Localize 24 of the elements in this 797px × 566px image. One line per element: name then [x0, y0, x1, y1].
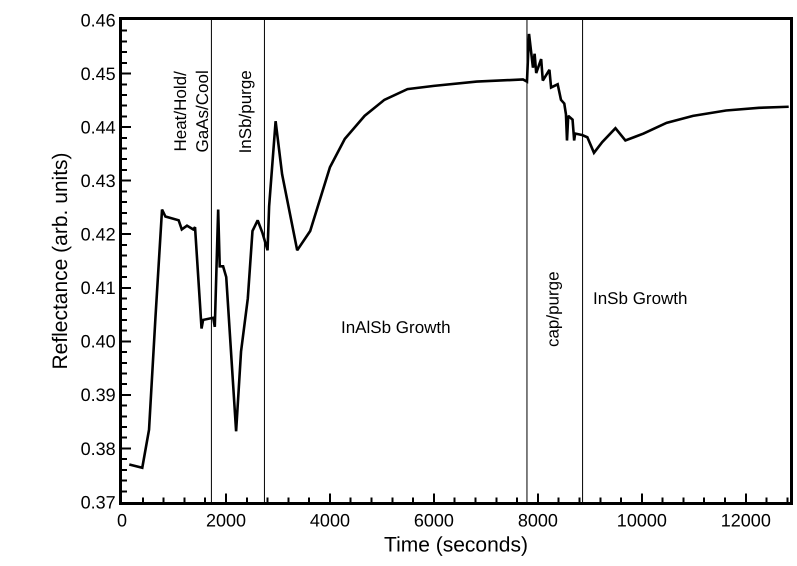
annotation: InSb/purge: [236, 70, 256, 154]
y-tick-label: 0.45: [80, 64, 116, 84]
annotation: cap/purge: [544, 271, 563, 348]
x-tick-label: 8000: [518, 510, 558, 530]
y-tick-label: 0.42: [80, 224, 116, 245]
y-tick-label: 0.43: [80, 170, 116, 191]
annotation: InSb Growth: [593, 289, 688, 308]
x-tick-label: 10000: [616, 510, 667, 530]
x-tick-label: 4000: [310, 510, 350, 530]
y-tick-label: 0.38: [80, 438, 116, 459]
y-axis-title: Reflectance (arb. units): [48, 152, 72, 370]
x-tick-label: 12000: [720, 510, 771, 530]
y-tick-label: 0.41: [80, 278, 116, 298]
x-tick-label: 0: [116, 510, 128, 530]
x-tick-label: 6000: [414, 510, 454, 530]
y-tick-label: 0.40: [80, 332, 116, 352]
x-axis-title: Time (seconds): [384, 534, 528, 557]
x-tick-label: 2000: [206, 510, 246, 530]
y-tick-label: 0.37: [80, 492, 116, 512]
y-tick-label: 0.39: [80, 385, 116, 406]
y-tick-label: 0.46: [80, 10, 116, 30]
annotation: Heat/Hold/ GaAs/Cool: [171, 70, 212, 152]
annotation: InAlSb Growth: [341, 318, 451, 337]
y-tick-label: 0.44: [80, 117, 116, 138]
